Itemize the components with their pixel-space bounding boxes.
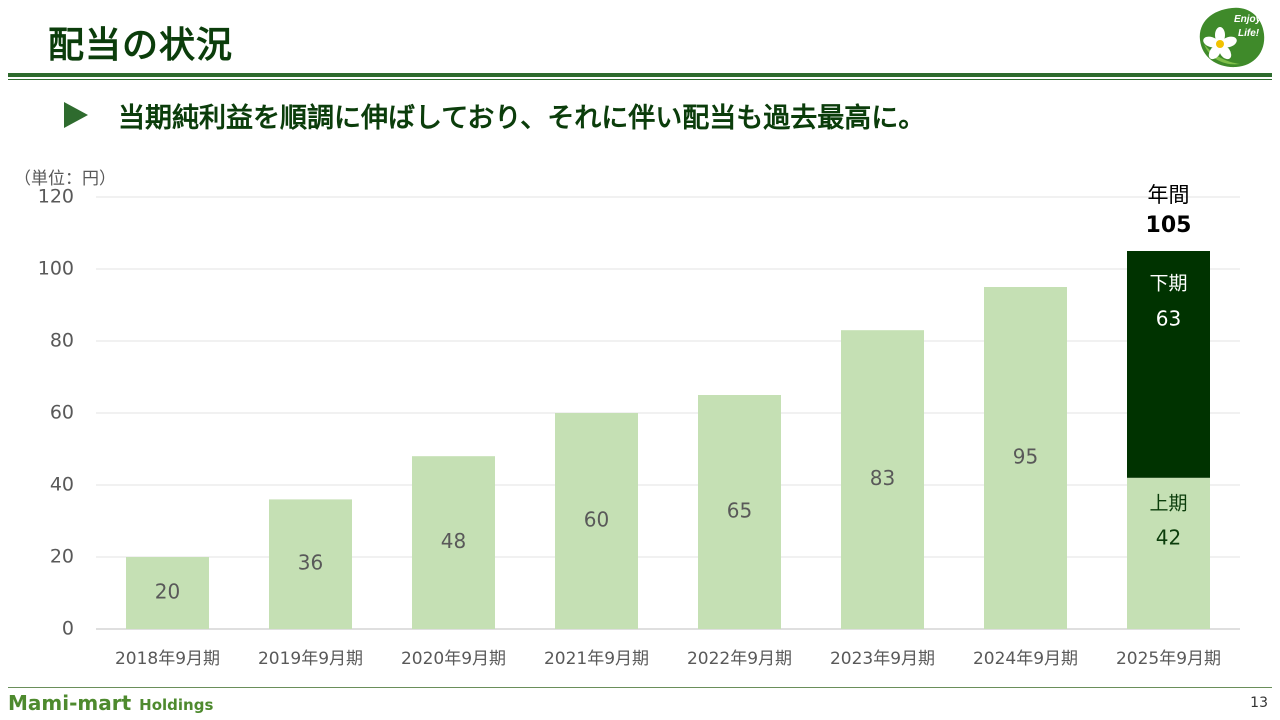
y-tick-label: 100 (38, 258, 74, 280)
bar (698, 395, 781, 629)
x-tick-label: 2022年9月期 (687, 649, 792, 669)
x-tick-label: 2018年9月期 (115, 649, 220, 669)
total-label: 年間 (1148, 183, 1190, 207)
y-tick-label: 120 (38, 186, 74, 208)
bar (412, 456, 495, 629)
triangle-bullet-icon (64, 102, 88, 128)
subtitle: 当期純利益を順調に伸ばしており、それに伴い配当も過去最高に。 (64, 97, 926, 134)
first-half-value: 42 (1156, 525, 1181, 549)
x-tick-label: 2025年9月期 (1116, 649, 1221, 669)
y-tick-label: 20 (50, 546, 74, 568)
y-tick-label: 60 (50, 402, 74, 424)
brand-suffix: Holdings (139, 696, 214, 714)
bar (841, 330, 924, 629)
bar-value-label: 83 (870, 466, 895, 490)
enjoy-life-logo: Enjoy Life! (1199, 7, 1265, 68)
y-tick-label: 80 (50, 330, 74, 352)
bar (555, 413, 638, 629)
x-tick-label: 2023年9月期 (830, 649, 935, 669)
bar (984, 287, 1067, 629)
x-tick-label: 2020年9月期 (401, 649, 506, 669)
x-tick-label: 2021年9月期 (544, 649, 649, 669)
first-half-label: 上期 (1149, 492, 1187, 514)
second-half-label: 下期 (1149, 273, 1187, 295)
bar-value-label: 36 (298, 551, 323, 575)
bar (269, 499, 352, 629)
bar-second-half (1127, 251, 1210, 478)
header-rule (8, 73, 1272, 77)
subtitle-text: 当期純利益を順調に伸ばしており、それに伴い配当も過去最高に。 (118, 102, 926, 134)
brand-name: Mami-mart (8, 691, 132, 715)
footer-rule (8, 687, 1272, 688)
x-tick-label: 2019年9月期 (258, 649, 363, 669)
bar-value-label: 48 (441, 529, 466, 553)
page-number: 13 (1250, 695, 1268, 711)
y-tick-label: 0 (62, 618, 74, 640)
brand-logo: Mami-mart Holdings (8, 691, 213, 717)
y-tick-label: 40 (50, 474, 74, 496)
bar-value-label: 65 (727, 499, 752, 523)
dividend-bar-chart: 0 20 40 60 80 100 120 20 2018年9月期 36 2019年9月期 48 202… (38, 183, 1240, 669)
logo-text-life: Life! (1238, 28, 1260, 39)
flower-icon (1203, 27, 1237, 60)
header-rule-thin (8, 79, 1272, 80)
bar-first-half (1127, 477, 1210, 629)
x-tick-label: 2024年9月期 (973, 649, 1078, 669)
bar-value-label: 95 (1013, 445, 1038, 469)
second-half-value: 63 (1156, 307, 1181, 331)
bar-value-label: 20 (155, 580, 180, 604)
unit-label: （単位：円） (14, 169, 116, 189)
bar-value-label: 60 (584, 508, 609, 532)
page-title: 配当の状況 (48, 25, 234, 66)
total-value: 105 (1146, 213, 1192, 238)
bar (126, 557, 209, 629)
logo-text-enjoy: Enjoy (1234, 14, 1262, 25)
